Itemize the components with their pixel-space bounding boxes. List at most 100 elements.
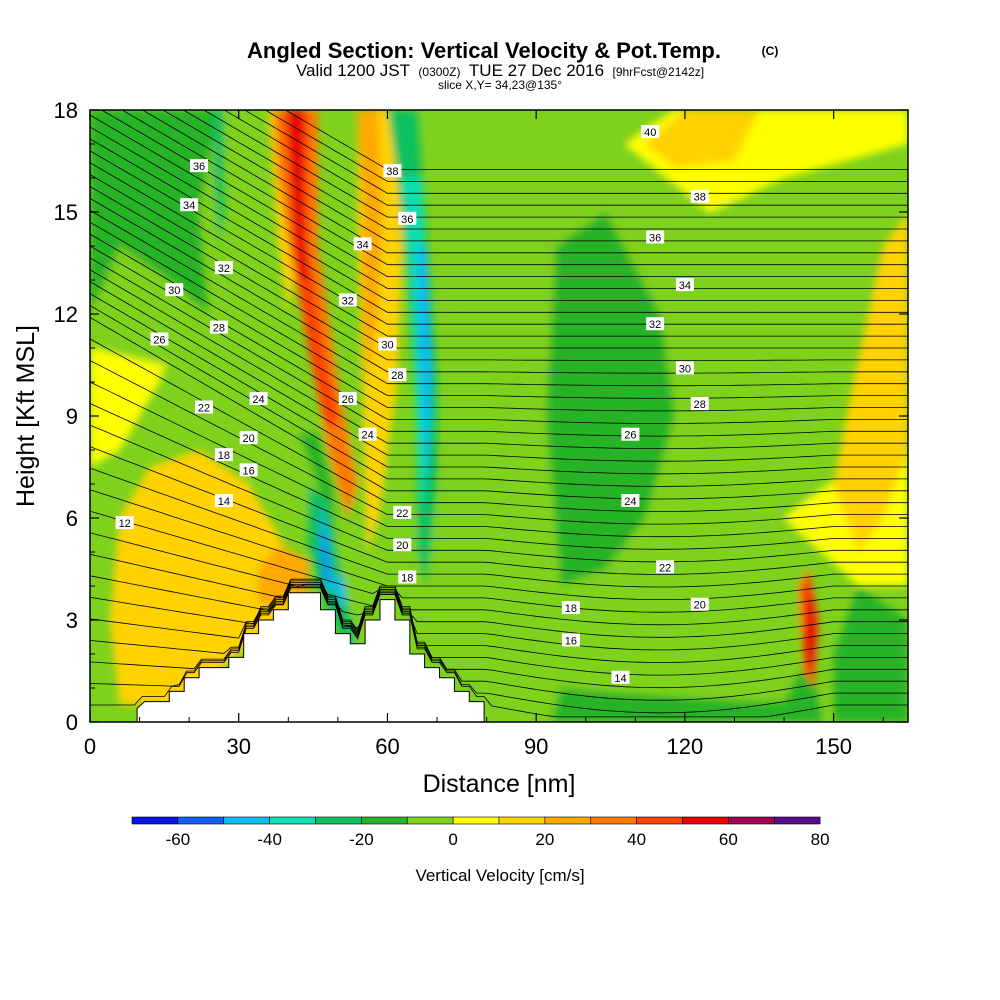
contour-label-text: 32 [342, 295, 354, 307]
subtitle-date: TUE 27 Dec 2016 [469, 61, 604, 80]
contour-label-text: 18 [218, 450, 230, 462]
pot-temp-labels: 12 14 16 18 20 22 24 26 28 30 32 34 36 24 26 28 30 32 34 36… [115, 125, 709, 685]
colorbar-swatch [498, 816, 546, 825]
contour-label-text: 34 [183, 200, 195, 212]
contour-label-text: 38 [386, 166, 398, 178]
contour-label-36: 16 [561, 633, 580, 647]
contour-label-21: 22 [393, 505, 412, 520]
colorbar-swatch [269, 816, 316, 825]
colorbar-tick-label: -20 [349, 830, 374, 849]
isoline-5 [90, 578, 908, 663]
chart-subtitle: Valid 1200 JST (0300Z) TUE 27 Dec 2016 [… [296, 61, 704, 80]
contour-label-text: 30 [168, 285, 180, 297]
contour-label-text: 14 [218, 496, 230, 508]
isoline-45 [284, 110, 908, 170]
contour-label-24: 40 [641, 125, 660, 139]
isoline-1 [90, 585, 908, 714]
contour-label-box [249, 392, 268, 405]
y-tick-label: 3 [66, 608, 78, 633]
isoline-20 [90, 293, 908, 475]
contour-label-box [239, 431, 258, 445]
colorbar-tick-label: 80 [811, 830, 830, 849]
contour-label-19: 36 [398, 211, 417, 226]
contour-label-20: 38 [383, 164, 402, 178]
contour-label-0: 12 [115, 516, 134, 530]
x-tick-label: 90 [524, 734, 548, 759]
y-tick-label: 12 [54, 302, 78, 327]
x-tick-label: 150 [815, 734, 852, 759]
subtitle-valid: Valid 1200 JST [296, 61, 410, 80]
contour-label-text: 36 [649, 233, 661, 245]
y-tick-label: 15 [54, 200, 78, 225]
colorbar-swatch [315, 816, 362, 825]
isoline-3 [90, 582, 908, 689]
contour-label-box [338, 392, 357, 405]
isoline-8 [90, 532, 908, 626]
y-tick-label: 6 [66, 506, 78, 531]
colorbar-tick-label: 40 [627, 830, 646, 849]
isoline-40 [182, 110, 908, 230]
contour-label-text: 32 [649, 319, 661, 331]
contour-label-text: 30 [381, 340, 393, 352]
isoline-2 [90, 583, 908, 701]
contour-label-box [150, 332, 169, 346]
contour-label-17: 32 [338, 293, 357, 307]
contour-label-34: 20 [690, 597, 709, 612]
contour-label-4: 20 [239, 431, 258, 445]
contour-label-text: 24 [252, 394, 264, 406]
x-tick-label: 60 [375, 734, 399, 759]
contour-label-box [180, 198, 199, 212]
contour-label-text: 34 [679, 280, 691, 292]
colorbar-tick-label: 60 [719, 830, 738, 849]
isoline-43 [243, 110, 908, 194]
contour-label-22: 20 [393, 538, 412, 552]
contour-label-text: 26 [153, 335, 165, 347]
velocity-region-28 [332, 575, 346, 607]
colorbar-swatch [223, 816, 270, 825]
contour-label-box [383, 164, 402, 178]
contour-label-text: 40 [644, 127, 656, 139]
isoline-31 [90, 162, 908, 337]
contour-label-text: 14 [614, 673, 626, 685]
contour-label-2: 16 [239, 463, 258, 477]
contour-label-box [398, 570, 417, 584]
velocity-region-6 [833, 586, 908, 722]
isoline-32 [90, 150, 908, 325]
contour-label-30: 28 [690, 397, 709, 411]
isoline-36 [100, 110, 908, 277]
contour-label-box [611, 670, 630, 684]
velocity-region-24 [417, 246, 433, 484]
contour-label-box [338, 293, 357, 307]
isoline-22 [90, 269, 908, 449]
contour-label-12: 36 [190, 159, 209, 173]
contour-label-box [690, 397, 709, 411]
colorbar-swatch [773, 816, 821, 825]
contour-label-box [690, 597, 709, 611]
x-tick-label: 30 [226, 734, 250, 759]
contour-label-box [646, 230, 665, 244]
velocity-region-11 [645, 110, 760, 168]
contour-label-box [214, 261, 233, 275]
contour-label-text: 16 [565, 635, 577, 647]
isoline-38 [141, 110, 908, 254]
y-tick-label: 9 [66, 404, 78, 429]
isoline-33 [90, 138, 908, 313]
contour-label-text: 28 [391, 370, 403, 382]
velocity-region-15 [258, 545, 309, 607]
contour-label-box [393, 538, 412, 552]
velocity-region-5 [551, 654, 824, 722]
contour-label-box [621, 494, 640, 507]
isoline-6 [90, 575, 908, 651]
contour-label-text: 20 [396, 540, 408, 552]
contour-label-text: 34 [357, 239, 369, 251]
contour-label-33: 22 [656, 560, 675, 574]
contour-label-box [195, 400, 214, 414]
subtitle-utc: (0300Z) [418, 65, 460, 79]
contour-label-5: 22 [195, 400, 214, 415]
contour-label-32: 24 [621, 494, 640, 508]
colorbar-swatch [131, 816, 179, 825]
colorbar-swatch [728, 816, 775, 825]
contour-label-text: 18 [565, 603, 577, 615]
contour-label-box [214, 494, 233, 507]
